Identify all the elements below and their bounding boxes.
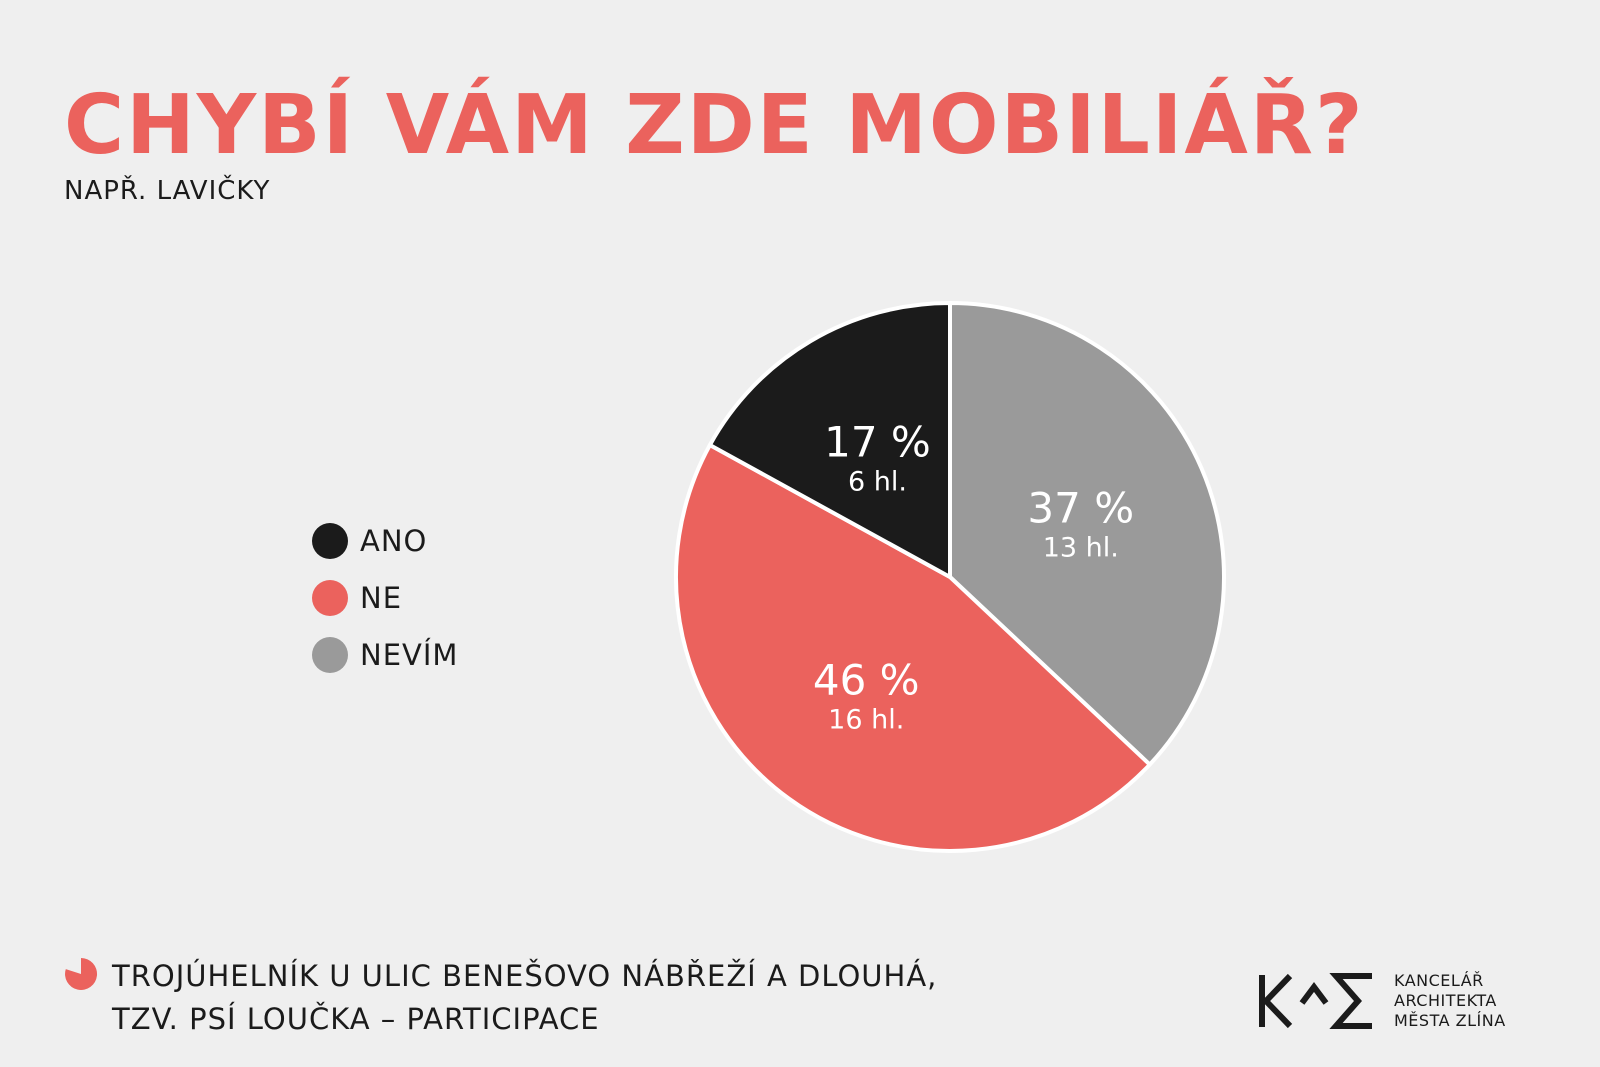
page-subtitle: NAPŘ. LAVIČKY: [64, 176, 271, 206]
legend-swatch-ne: [312, 579, 348, 616]
logo-line-2: ARCHITEKTA: [1394, 991, 1497, 1010]
slice-votes-label-ano: 6 hl.: [848, 466, 907, 497]
footer: TROJÚHELNÍK U ULIC BENEŠOVO NÁBŘEŽÍ A DL…: [64, 955, 937, 1041]
legend-item-ano: ANO: [312, 512, 458, 569]
pie-slice-ne: [673, 442, 1152, 853]
logo-line-1: KANCELÁŘ: [1394, 971, 1484, 990]
legend-item-nevim: NEVÍM: [312, 626, 458, 683]
logo-line-3: MĚSTA ZLÍNA: [1394, 1011, 1506, 1030]
legend-swatch-nevim: [312, 636, 348, 673]
legend-swatch-ano: [312, 522, 348, 559]
pie-slice-ano: [707, 301, 952, 579]
legend-label-nevim: NEVÍM: [360, 637, 459, 672]
page-title: CHYBÍ VÁM ZDE MOBILIÁŘ?: [64, 78, 1365, 173]
slice-percent-label-ne: 46 %: [813, 655, 920, 704]
pie-slice-nevm: [948, 301, 1226, 767]
pie-icon: [65, 958, 98, 990]
slice-percent-label-ano: 17 %: [824, 417, 931, 466]
logo-text: KANCELÁŘ ARCHITEKTA MĚSTA ZLÍNA: [1394, 971, 1506, 1031]
kam-logo-icon: [1259, 973, 1372, 1029]
chart-legend: ANO NE NEVÍM: [312, 512, 458, 683]
slice-votes-label-ne: 16 hl.: [828, 704, 904, 735]
footer-line-2: TZV. PSÍ LOUČKA – PARTICIPACE: [112, 1002, 600, 1036]
slice-percent-label-nevm: 37 %: [1027, 483, 1134, 532]
legend-label-ano: ANO: [360, 523, 428, 558]
footer-caption: TROJÚHELNÍK U ULIC BENEŠOVO NÁBŘEŽÍ A DL…: [112, 955, 937, 1041]
footer-line-1: TROJÚHELNÍK U ULIC BENEŠOVO NÁBŘEŽÍ A DL…: [112, 959, 938, 993]
slice-votes-label-nevm: 13 hl.: [1043, 532, 1119, 563]
kam-logo: KANCELÁŘ ARCHITEKTA MĚSTA ZLÍNA: [1258, 971, 1506, 1031]
legend-item-ne: NE: [312, 569, 458, 626]
legend-label-ne: NE: [360, 580, 403, 615]
